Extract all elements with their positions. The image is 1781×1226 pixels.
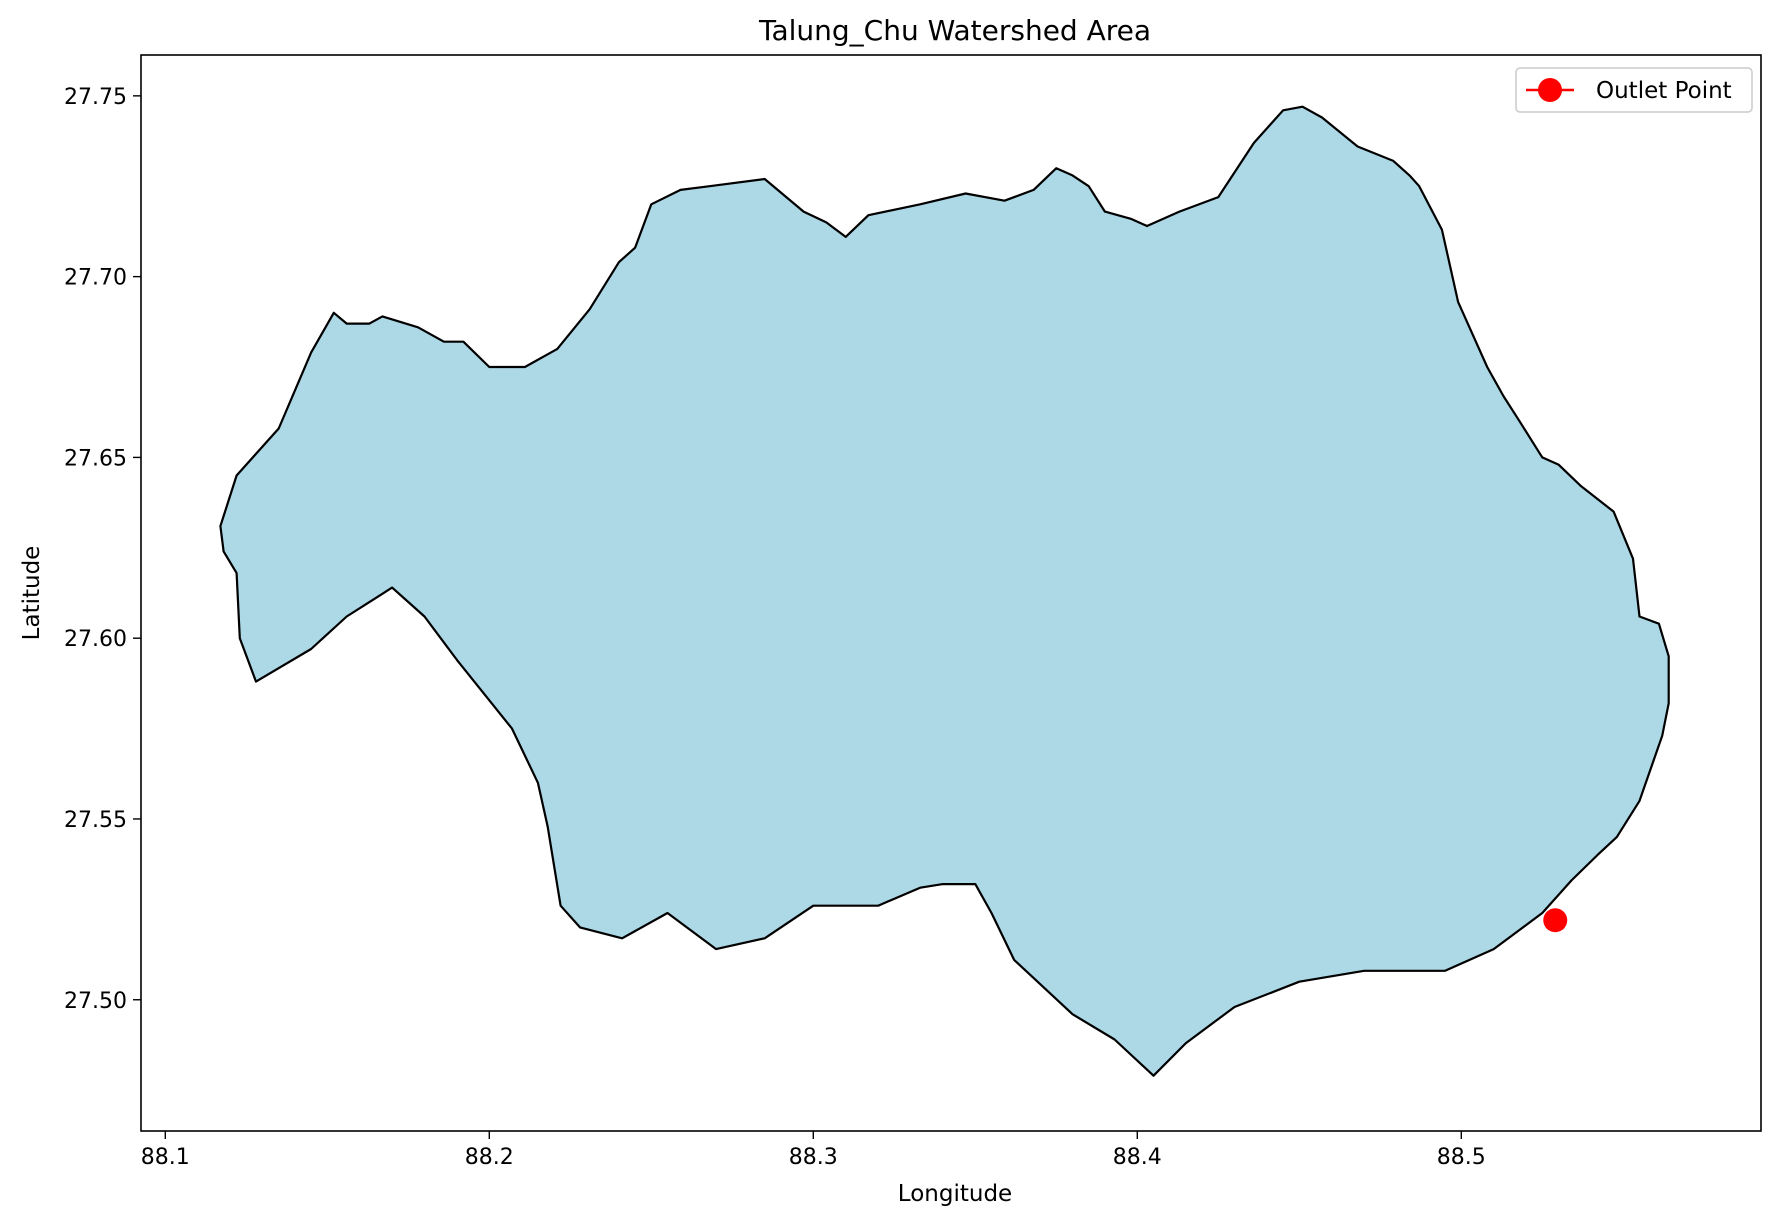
outlet-point [1543,908,1568,933]
legend: Outlet Point [1515,67,1753,113]
y-tick-label: 27.60 [64,627,127,652]
chart-title: Talung_Chu Watershed Area [758,14,1151,47]
y-tick-label: 27.65 [64,446,127,471]
y-tick-label: 27.75 [64,85,127,110]
axes-frame [140,54,1762,1132]
x-tick-label: 88.1 [141,1145,190,1170]
x-tick-label: 88.2 [465,1145,514,1170]
watershed-polygon [219,105,1670,1077]
y-tick-label: 27.50 [64,989,127,1014]
x-axis-label: Longitude [898,1181,1012,1207]
x-axis: 88.1 88.2 88.3 88.4 88.5 [141,1131,1486,1170]
data-layer [219,105,1670,1077]
y-tick-label: 27.55 [64,808,127,833]
legend-point-marker [1538,78,1562,102]
legend-label: Outlet Point [1596,78,1732,104]
x-tick-label: 88.5 [1437,1145,1486,1170]
y-tick-label: 27.70 [64,266,127,291]
x-tick-label: 88.3 [789,1145,838,1170]
legend-box [1515,67,1753,113]
y-axis-label: Latitude [19,546,45,641]
x-tick-label: 88.4 [1113,1145,1162,1170]
y-axis: 27.50 27.55 27.60 27.65 27.70 27.75 [64,85,141,1014]
